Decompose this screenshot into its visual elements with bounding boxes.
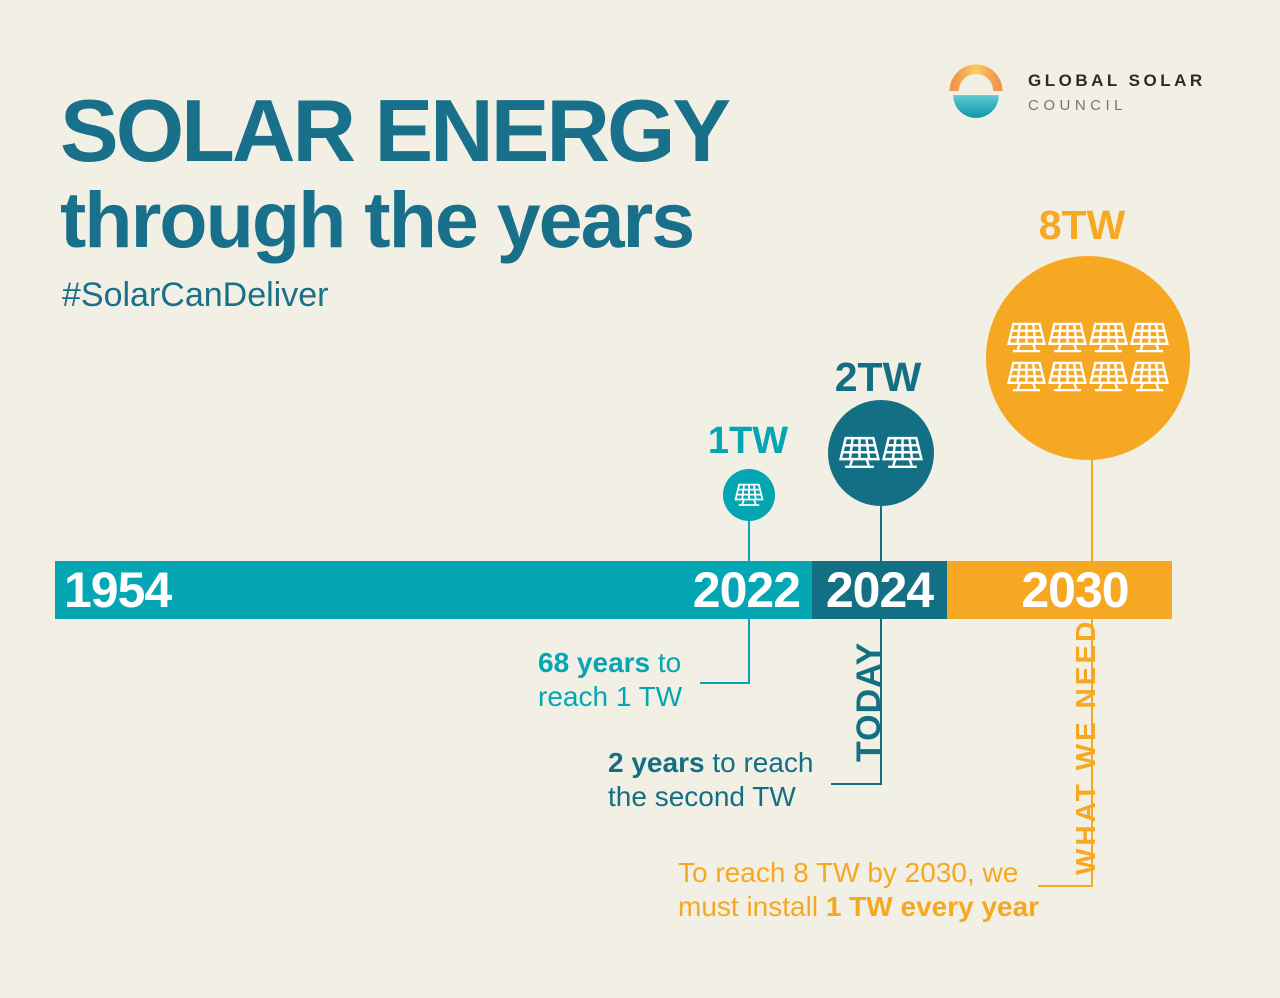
timeline-segment-2022-2024: [812, 561, 947, 619]
title-line-1: SOLAR ENERGY: [60, 81, 731, 180]
global-solar-council-logo: GLOBAL SOLAR COUNCIL: [948, 64, 1206, 120]
timeline-segment-2024-2030: [947, 561, 1172, 619]
solar-panel-icon: [1087, 361, 1130, 394]
hashtag-text: #SolarCanDeliver: [62, 276, 329, 314]
solar-panel-icon-group: [833, 436, 929, 471]
connector-line-2tw-top: [880, 506, 882, 561]
milestone-label-1tw: 1TW: [707, 420, 789, 462]
solar-panel-icon: [837, 436, 882, 471]
solar-panel-icon: [733, 483, 765, 508]
annotation-bold-text: 2 years: [608, 747, 705, 778]
connector-line-8tw-horizontal: [1038, 885, 1093, 887]
logo-org-sub: COUNCIL: [1028, 96, 1128, 114]
sun-over-sea-icon: [949, 64, 1003, 118]
annotation-8tw-goal: To reach 8 TW by 2030, we must install 1…: [678, 856, 1039, 924]
annotation-line: 68 years to: [538, 646, 682, 680]
solar-panel-icon: [1005, 322, 1048, 355]
annotation-line: reach 1 TW: [538, 681, 683, 712]
title-line-2: through the years: [60, 175, 695, 264]
today-vertical-label: TODAY: [850, 641, 888, 762]
annotation-regular-text: to: [650, 647, 682, 678]
logo-wordmark: GLOBAL SOLAR COUNCIL: [1028, 71, 1206, 114]
timeline-bar: [55, 561, 1172, 619]
milestone-label-8tw: 8TW: [1038, 202, 1126, 248]
milestone-circle-2tw: [828, 400, 934, 506]
logo-org-name: GLOBAL SOLAR: [1028, 70, 1206, 90]
solar-panel-icon: [1087, 322, 1130, 355]
connector-line-2tw-horizontal: [831, 783, 882, 785]
connector-line-1tw-bottom: [748, 619, 750, 683]
annotation-line: 2 years to reach: [608, 746, 814, 780]
annotation-regular-text: must install: [678, 891, 826, 922]
connector-line-8tw-top: [1091, 458, 1093, 561]
annotation-bold-text: 68 years: [538, 647, 651, 678]
annotation-2-years: 2 years to reach the second TW: [608, 746, 814, 814]
solar-panel-icon: [1046, 322, 1089, 355]
milestone-circle-1tw: [723, 469, 775, 521]
connector-line-1tw-top: [748, 521, 750, 561]
solar-panel-icon: [1005, 361, 1048, 394]
solar-panel-icon-group: [999, 322, 1177, 394]
solar-panel-icon-group: [729, 483, 769, 508]
annotation-bold-text: 1 TW every year: [825, 891, 1040, 922]
connector-line-8tw-bottom: [1091, 619, 1093, 886]
page-title: SOLAR ENERGY through the years: [60, 81, 731, 264]
timeline-segment-1954-2022: [55, 561, 812, 619]
solar-panel-icon: [880, 436, 925, 471]
annotation-line: To reach 8 TW by 2030, we: [678, 857, 1019, 888]
annotation-line: the second TW: [608, 781, 796, 812]
year-label-1954: 1954: [64, 562, 172, 618]
year-label-2024: 2024: [825, 562, 934, 618]
milestone-label-2tw: 2TW: [834, 354, 922, 400]
solar-panel-icon: [1128, 322, 1171, 355]
year-label-2030: 2030: [1021, 562, 1129, 618]
annotation-line: must install 1 TW every year: [678, 890, 1039, 924]
milestone-circle-8tw: [986, 256, 1190, 460]
what-we-need-vertical-label: WHAT WE NEED: [1070, 618, 1101, 875]
connector-line-2tw-bottom: [880, 619, 882, 784]
annotation-68-years: 68 years to reach 1 TW: [538, 646, 682, 714]
solar-panel-icon: [1128, 361, 1171, 394]
solar-panel-icon: [1046, 361, 1089, 394]
connector-line-1tw-horizontal: [700, 682, 750, 684]
year-label-2022: 2022: [692, 562, 801, 618]
annotation-regular-text: to reach: [704, 747, 814, 778]
